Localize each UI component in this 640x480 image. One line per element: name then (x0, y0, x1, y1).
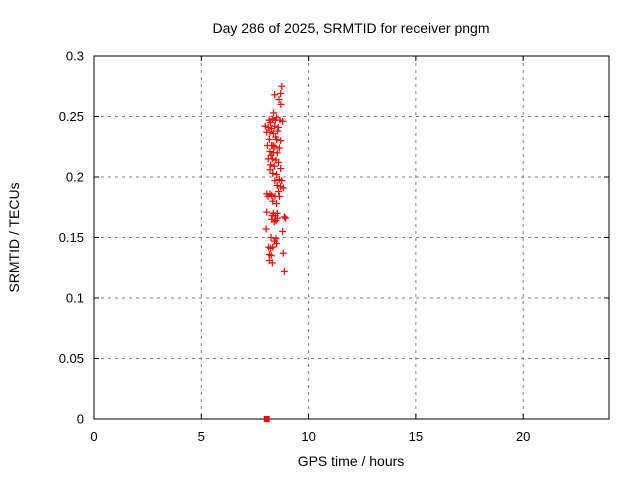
data-point-square (263, 416, 270, 422)
y-tick-label: 0.2 (66, 170, 84, 185)
y-tick-label: 0.25 (59, 109, 84, 124)
y-tick-label: 0.3 (66, 49, 84, 64)
y-tick-label: 0 (77, 412, 84, 427)
x-tick-label: 0 (90, 429, 97, 444)
y-tick-label: 0.05 (59, 351, 84, 366)
x-tick-label: 5 (198, 429, 205, 444)
plot-area: 0 5 10 15 20 0 0.05 0.1 0.15 0.2 0.25 0.3 (59, 49, 610, 444)
x-axis-label: GPS time / hours (298, 453, 405, 469)
x-tick-label: 15 (409, 429, 423, 444)
y-tick-label: 0.1 (66, 291, 84, 306)
y-tick-label: 0.15 (59, 230, 84, 245)
chart-title: Day 286 of 2025, SRMTID for receiver png… (212, 20, 489, 36)
y-axis-label: SRMTID / TECUs (6, 182, 22, 292)
x-tick-label: 20 (516, 429, 530, 444)
x-tick-label: 10 (301, 429, 315, 444)
